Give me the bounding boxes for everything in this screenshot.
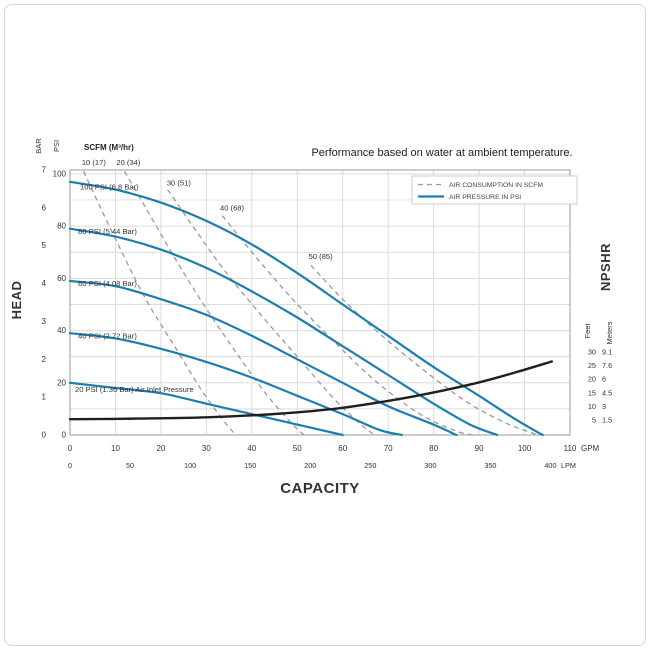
air-consumption-curve-50: [310, 264, 539, 436]
bar-tick-label: 2: [42, 355, 47, 364]
bar-tick-label: 5: [42, 241, 47, 250]
air-consumption-curve-40: [221, 215, 473, 436]
air-consumption-curve-label: 10 (17): [82, 158, 107, 167]
lpm-tick-label: 150: [244, 461, 256, 470]
lpm-tick-label: 100: [184, 461, 196, 470]
gpm-tick-label: 80: [429, 444, 438, 453]
air-pressure-curve-label: 40 PSI (2.72 Bar): [78, 331, 137, 340]
gpm-tick-label: 60: [338, 444, 347, 453]
feet-tick-label: 15: [588, 388, 596, 397]
npshr-axis-title: NPSHR: [598, 243, 613, 291]
feet-tick-label: 30: [588, 348, 596, 357]
air-pressure-curve-label: 60 PSI (4.08 Bar): [78, 279, 137, 288]
psi-tick-label: 20: [57, 378, 66, 387]
air-consumption-curve-20: [123, 170, 305, 436]
psi-unit-label: PSI: [52, 140, 61, 152]
air-pressure-curves: [68, 180, 544, 437]
psi-tick-label: 0: [62, 431, 67, 440]
gpm-tick-label: 0: [68, 444, 73, 453]
bar-unit-label: BAR: [34, 138, 43, 154]
lpm-tick-label: 350: [484, 461, 496, 470]
air-pressure-curve-100psi: [68, 180, 544, 437]
npshr-curve: [68, 360, 553, 421]
feet-tick-label: 25: [588, 361, 596, 370]
lpm-tick-label: 400: [544, 461, 556, 470]
air-consumption-curve-label: 30 (51): [167, 179, 192, 188]
bar-tick-label: 4: [42, 279, 47, 288]
lpm-tick-label: 50: [126, 461, 134, 470]
feet-tick-label: 20: [588, 375, 596, 384]
meters-tick-label: 6: [602, 375, 606, 384]
air-consumption-curve-label: 40 (68): [220, 203, 245, 212]
capacity-axis-title: CAPACITY: [280, 480, 360, 497]
lpm-tick-label: 200: [304, 461, 316, 470]
scfm-header-label: SCFM (M³/hr): [84, 143, 134, 152]
psi-tick-label: 60: [57, 274, 66, 283]
air-consumption-curve-10: [83, 171, 237, 436]
bar-tick-label: 1: [42, 393, 47, 402]
gpm-tick-label: 40: [247, 444, 256, 453]
legend: AIR CONSUMPTION IN SCFM AIR PRESSURE IN …: [411, 175, 578, 205]
gpm-tick-label: 70: [384, 444, 393, 453]
gpm-tick-label: 30: [202, 444, 211, 453]
air-pressure-curve-60psi: [68, 279, 458, 437]
gpm-tick-label: 10: [111, 444, 120, 453]
meters-unit-label: Meters: [605, 321, 614, 344]
lpm-tick-label: 250: [364, 461, 376, 470]
legend-label-air-pressure: AIR PRESSURE IN PSI: [449, 194, 521, 201]
gpm-tick-label: 20: [156, 444, 165, 453]
lpm-tick-label: 300: [424, 461, 436, 470]
plot-border: [69, 169, 571, 436]
feet-tick-label: 10: [588, 402, 596, 411]
bar-tick-label: 0: [42, 431, 47, 440]
head-axis-title: HEAD: [9, 281, 24, 320]
air-pressure-curve-label: 100 PSI (6.8 Bar): [80, 183, 139, 192]
meters-tick-label: 3: [602, 402, 606, 411]
air-pressure-curve-label: 20 PSI (1.36 Bar) Air Inlet Pressure: [75, 385, 194, 394]
meters-tick-label: 9.1: [602, 348, 612, 357]
air-pressure-curve-20psi: [68, 381, 344, 437]
air-pressure-curve-40psi: [68, 332, 403, 437]
legend-box: [411, 175, 578, 205]
gridlines: [69, 169, 571, 436]
psi-tick-label: 80: [57, 222, 66, 231]
air-consumption-curve-30: [167, 189, 375, 436]
gpm-tick-label: 90: [475, 444, 484, 453]
feet-unit-label: Feet: [583, 323, 592, 339]
meters-tick-label: 1.5: [602, 416, 612, 425]
feet-tick-label: 5: [592, 416, 596, 425]
air-consumption-curve-label: 20 (34): [116, 158, 141, 167]
psi-tick-label: 40: [57, 326, 66, 335]
lpm-unit-label: LPM: [561, 461, 576, 470]
legend-label-air-consumption: AIR CONSUMPTION IN SCFM: [449, 182, 543, 189]
bar-tick-label: 7: [42, 166, 47, 175]
gpm-tick-label: 100: [518, 444, 532, 453]
air-pressure-curve-80psi: [68, 227, 499, 437]
chart-title: Performance based on water at ambient te…: [311, 147, 572, 159]
air-consumption-curves: [83, 170, 539, 436]
bar-tick-label: 3: [42, 317, 47, 326]
gpm-tick-label: 50: [293, 444, 302, 453]
curve-labels: 10 (17) 20 (34) 30 (51) 40 (68) 50 (85) 100 P…: [75, 158, 333, 394]
air-consumption-curve-label: 50 (85): [309, 252, 334, 261]
npshr-curve-group: [68, 360, 553, 421]
gpm-unit-label: GPM: [581, 444, 600, 453]
bar-tick-label: 6: [42, 203, 47, 212]
psi-tick-label: 100: [53, 169, 67, 178]
meters-tick-label: 7.6: [602, 361, 612, 370]
meters-tick-label: 4.5: [602, 388, 612, 397]
air-pressure-curve-label: 80 PSI (5.44 Bar): [78, 227, 137, 236]
lpm-tick-label: 0: [68, 461, 72, 470]
gpm-tick-label: 110: [564, 444, 577, 453]
